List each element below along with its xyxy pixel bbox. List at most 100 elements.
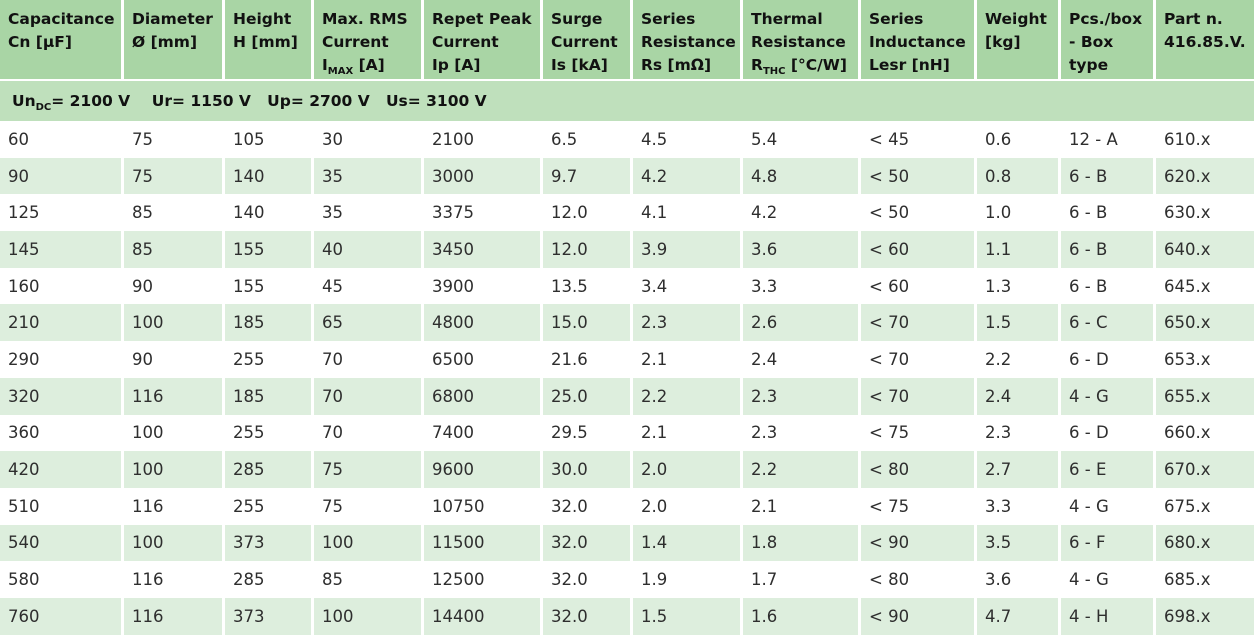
column-header-line: Current: [322, 33, 389, 51]
table-cell: 4.2: [633, 157, 743, 195]
table-cell: 680.x: [1156, 524, 1254, 562]
column-header-line: Inductance: [869, 33, 966, 51]
table-cell: 100: [124, 451, 225, 488]
table-cell: 100: [314, 597, 424, 635]
column-header-line: Lesr [nH]: [869, 56, 950, 74]
table-cell: 373: [225, 597, 314, 635]
table-cell: 32.0: [543, 561, 633, 598]
table-cell: 100: [124, 524, 225, 562]
table-cell: 630.x: [1156, 194, 1254, 232]
table-cell: 29.5: [543, 414, 633, 452]
table-cell: 3.3: [977, 487, 1061, 525]
table-cell: 1.5: [977, 304, 1061, 342]
column-header-line: Cn [µF]: [8, 33, 72, 51]
table-row: 145 85 155 40 3450 12.0 3.9 3.6 < 60 1.1 6 - B 640.…: [0, 231, 1254, 268]
table-cell: 90: [0, 157, 124, 195]
table-row: 90 75 140 35 3000 9.7 4.2 4.8 < 50 0.8 6 - B 620.x: [0, 157, 1254, 195]
table-cell: 90: [124, 267, 225, 305]
table-cell: 610.x: [1156, 121, 1254, 158]
table-cell: < 70: [861, 377, 977, 415]
table-cell: < 70: [861, 341, 977, 378]
table-cell: 650.x: [1156, 304, 1254, 342]
table-cell: < 70: [861, 304, 977, 342]
table-cell: 155: [225, 231, 314, 268]
table-cell: 160: [0, 267, 124, 305]
table-cell: 0.8: [977, 157, 1061, 195]
column-header-unit-line: IMAX [A]: [322, 56, 385, 77]
column-header: Weight [kg]: [977, 0, 1061, 81]
table-cell: 4 - G: [1061, 561, 1156, 598]
table-cell: 85: [314, 561, 424, 598]
table-cell: 12 - A: [1061, 121, 1156, 158]
table-cell: 290: [0, 341, 124, 378]
data-rows: 60 75 105 30 2100 6.5 4.5 5.4 < 45 0.6 12 - A 610.x…: [0, 121, 1254, 635]
column-header-line: Diameter: [132, 10, 213, 28]
table-cell: 6 - B: [1061, 231, 1156, 268]
table-cell: 2.6: [743, 304, 861, 342]
table-cell: 4 - G: [1061, 377, 1156, 415]
un-rating: UnDC= 2100 V: [12, 92, 131, 113]
table-row: 290 90 255 70 6500 21.6 2.1 2.4 < 70 2.2 6 - D 653.…: [0, 341, 1254, 378]
table-cell: 3000: [424, 157, 543, 195]
table-cell: 4.5: [633, 121, 743, 158]
table-cell: 2.3: [633, 304, 743, 342]
table-cell: 100: [314, 524, 424, 562]
column-header-line: Resistance: [751, 33, 846, 51]
table-cell: 70: [314, 414, 424, 452]
table-cell: 185: [225, 377, 314, 415]
table-cell: < 50: [861, 194, 977, 232]
table-cell: 4.1: [633, 194, 743, 232]
table-cell: 760: [0, 597, 124, 635]
table-cell: 75: [124, 121, 225, 158]
table-cell: 1.9: [633, 561, 743, 598]
table-cell: 9600: [424, 451, 543, 488]
column-header-line: Surge: [551, 10, 603, 28]
conditions-section: UnDC= 2100 V Ur= 1150 V Up= 2700 V Us= 3…: [0, 81, 1254, 121]
column-header-line: Pcs./box: [1069, 10, 1143, 28]
table-cell: 100: [124, 304, 225, 342]
table-cell: 210: [0, 304, 124, 342]
table-cell: 0.6: [977, 121, 1061, 158]
table-cell: 32.0: [543, 487, 633, 525]
table-cell: 2.0: [633, 451, 743, 488]
column-header: Series Inductance Lesr [nH]: [861, 0, 977, 81]
table-cell: 116: [124, 487, 225, 525]
table-cell: 100: [124, 414, 225, 452]
table-cell: 6.5: [543, 121, 633, 158]
table-cell: 2.1: [633, 341, 743, 378]
table-cell: 15.0: [543, 304, 633, 342]
column-header-line: Height: [233, 10, 292, 28]
column-header: Thermal Resistance RTHC [°C/W]: [743, 0, 861, 81]
table-cell: 3.6: [977, 561, 1061, 598]
table-cell: 320: [0, 377, 124, 415]
table-cell: 7400: [424, 414, 543, 452]
table-cell: 3450: [424, 231, 543, 268]
column-header-line: Series: [869, 10, 924, 28]
table-cell: 105: [225, 121, 314, 158]
table-cell: 510: [0, 487, 124, 525]
column-header-line: Weight: [985, 10, 1047, 28]
table-cell: 116: [124, 597, 225, 635]
table-cell: 40: [314, 231, 424, 268]
table-cell: 655.x: [1156, 377, 1254, 415]
column-header-line: Max. RMS: [322, 10, 408, 28]
table-row: 320 116 185 70 6800 25.0 2.2 2.3 < 70 2.4 4 - G 655…: [0, 377, 1254, 415]
table-cell: 2.2: [977, 341, 1061, 378]
table-cell: 285: [225, 561, 314, 598]
table-cell: < 80: [861, 451, 977, 488]
column-header: Series Resistance Rs [mΩ]: [633, 0, 743, 81]
table-cell: 2.4: [977, 377, 1061, 415]
table-cell: 12.0: [543, 231, 633, 268]
table-cell: 4.7: [977, 597, 1061, 635]
table-cell: < 90: [861, 524, 977, 562]
table-cell: 360: [0, 414, 124, 452]
table-cell: 35: [314, 194, 424, 232]
table-cell: 30.0: [543, 451, 633, 488]
table-cell: 9.7: [543, 157, 633, 195]
table-row: 160 90 155 45 3900 13.5 3.4 3.3 < 60 1.3 6 - B 645.…: [0, 267, 1254, 305]
table-cell: 145: [0, 231, 124, 268]
voltage-conditions: UnDC= 2100 V Ur= 1150 V Up= 2700 V Us= 3…: [0, 81, 1254, 121]
us-rating: Us= 3100 V: [385, 92, 487, 110]
